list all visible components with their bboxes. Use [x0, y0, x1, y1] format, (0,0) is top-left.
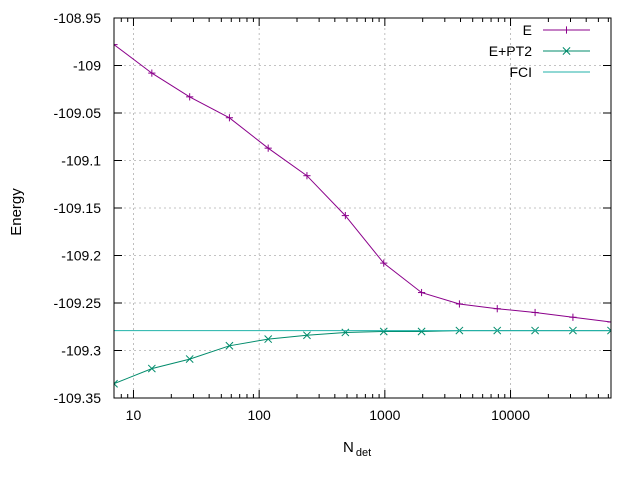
y-tick-label: -109: [73, 58, 101, 74]
x-marker: [264, 335, 273, 344]
plus-marker: [455, 300, 464, 308]
y-tick-label: -109.15: [54, 200, 102, 216]
plus-marker: [303, 172, 311, 180]
x-marker: [417, 327, 426, 336]
legend-label-e: E: [523, 22, 532, 38]
plus-marker: [148, 69, 156, 77]
legend-label-e-pt2: E+PT2: [489, 43, 532, 59]
plot-frame: [113, 17, 612, 399]
x-marker: [147, 364, 156, 373]
x-tick-label: 10000: [491, 407, 530, 423]
plus-marker: [493, 305, 501, 313]
grid: [114, 17, 611, 399]
plus-marker: [264, 144, 272, 152]
series-e-pt2-line: [114, 330, 611, 385]
x-marker: [341, 328, 350, 337]
plus-marker: [380, 259, 388, 267]
plus-marker: [531, 308, 539, 317]
y-tick-label: -109.05: [54, 105, 102, 121]
x-tick-label: 10: [126, 407, 142, 423]
plus-marker: [225, 114, 234, 122]
y-tick-label: -109.35: [54, 390, 102, 406]
y-tick-label: -109.2: [61, 248, 101, 264]
plus-marker: [341, 212, 349, 220]
series-layer: [114, 41, 611, 388]
x-marker: [114, 379, 118, 388]
y-tick-label: -109.1: [61, 153, 101, 169]
plus-marker: [186, 93, 194, 101]
y-tick-label: -109.25: [54, 295, 102, 311]
x-marker: [379, 327, 388, 336]
series-e-pt2: [114, 326, 611, 388]
x-tick-label: 1000: [369, 407, 400, 423]
y-tick-label: -109.3: [61, 343, 101, 359]
x-marker: [225, 341, 234, 350]
plus-marker: [417, 288, 426, 297]
x-marker: [562, 47, 571, 55]
series-e-line: [114, 44, 611, 323]
x-axis-label-subscript: det: [356, 447, 371, 459]
plus-marker: [114, 41, 118, 49]
legend: E E+PT2 FCI: [489, 22, 590, 80]
x-tick-label: 100: [247, 407, 271, 423]
x-axis-label-main: N: [343, 439, 354, 456]
y-tick-label: -108.95: [54, 10, 102, 26]
series-e: [114, 41, 611, 326]
x-marker: [302, 331, 311, 340]
plus-marker: [569, 313, 577, 321]
plus-marker: [607, 318, 611, 326]
axis-ticks: 10 100 1000 10000 -108.95 -109 -109.05 -109.1 -1…: [54, 10, 611, 423]
x-marker: [185, 355, 194, 364]
legend-label-fci: FCI: [509, 64, 532, 80]
x-marker: [607, 326, 611, 335]
y-axis-label: Energy: [8, 188, 25, 236]
plus-marker: [562, 26, 571, 34]
